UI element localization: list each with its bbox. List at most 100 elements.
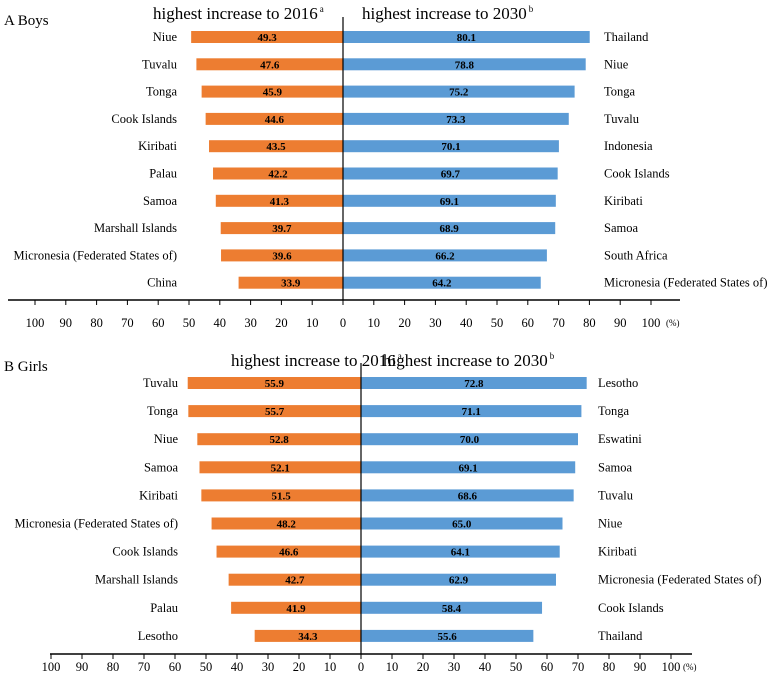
x-tick-label: 70 — [121, 316, 134, 330]
x-tick-label: 40 — [479, 660, 492, 674]
left-bar — [254, 629, 361, 642]
left-bar — [199, 461, 361, 474]
right-bar — [361, 489, 574, 502]
right-bar — [361, 629, 534, 642]
x-tick-label: 70 — [138, 660, 151, 674]
right-heading: highest increase to 2030 — [383, 351, 548, 370]
x-tick-label: 10 — [306, 316, 319, 330]
x-tick-label: 10 — [386, 660, 399, 674]
right-category-label: Samoa — [604, 221, 638, 235]
x-tick-label: 30 — [448, 660, 461, 674]
right-bar — [361, 377, 587, 389]
left-bar — [201, 489, 361, 502]
left-category-label: Niue — [153, 30, 178, 44]
x-tick-label: 100 — [642, 316, 661, 330]
x-tick-label: 60 — [152, 316, 165, 330]
right-bar — [361, 405, 582, 418]
left-category-label: Palau — [150, 601, 179, 615]
right-value-label: 75.2 — [449, 87, 469, 99]
right-category-label: Tonga — [598, 404, 630, 418]
right-category-label: Kiribati — [598, 545, 637, 559]
right-category-label: South Africa — [604, 248, 668, 262]
right-category-label: Tonga — [604, 85, 636, 99]
left-value-label: 55.7 — [265, 406, 285, 418]
x-tick-label: 90 — [634, 660, 647, 674]
left-bar — [215, 194, 343, 207]
right-value-label: 71.1 — [462, 406, 481, 418]
x-tick-label: 20 — [398, 316, 411, 330]
left-bar — [196, 58, 343, 71]
x-tick-label: 60 — [522, 316, 535, 330]
left-category-label: Tuvalu — [143, 376, 179, 390]
left-category-label: Tuvalu — [142, 57, 178, 71]
left-category-label: Niue — [154, 432, 179, 446]
left-category-label: Micronesia (Federated States of) — [15, 517, 178, 531]
x-tick-label: 90 — [614, 316, 627, 330]
left-category-label: Tonga — [146, 85, 178, 99]
left-heading-sup: a — [320, 4, 324, 14]
left-value-label: 46.6 — [279, 547, 299, 559]
right-value-label: 65.0 — [452, 519, 472, 531]
right-bar — [343, 276, 541, 289]
right-bar — [343, 222, 556, 235]
left-bar — [209, 140, 343, 153]
left-bar — [187, 377, 361, 389]
x-tick-label: 30 — [244, 316, 257, 330]
x-tick-label: 100 — [662, 660, 681, 674]
right-value-label: 69.1 — [440, 196, 459, 208]
x-tick-label: 90 — [60, 316, 73, 330]
left-bar — [188, 405, 361, 418]
right-bar — [361, 461, 576, 474]
left-value-label: 43.5 — [266, 141, 286, 153]
left-value-label: 47.6 — [260, 59, 280, 71]
right-value-label: 58.4 — [442, 603, 462, 615]
left-value-label: 52.1 — [271, 462, 290, 474]
left-value-label: 48.2 — [277, 519, 297, 531]
left-category-label: Kiribati — [138, 139, 177, 153]
right-bar — [361, 433, 578, 446]
x-tick-label: 70 — [572, 660, 585, 674]
left-category-label: Kiribati — [139, 488, 178, 502]
left-category-label: China — [147, 276, 177, 290]
right-bar — [343, 140, 559, 153]
right-bar — [361, 517, 563, 530]
x-tick-label: 60 — [541, 660, 554, 674]
right-value-label: 69.7 — [441, 169, 461, 181]
unit-label: (%) — [683, 662, 697, 672]
left-category-label: Marshall Islands — [94, 221, 177, 235]
x-tick-label: 70 — [552, 316, 565, 330]
right-bar — [343, 112, 569, 125]
left-heading-sup: a — [398, 351, 402, 361]
left-value-label: 41.3 — [270, 196, 290, 208]
x-tick-label: 30 — [429, 316, 442, 330]
x-tick-label: 40 — [214, 316, 227, 330]
x-tick-label: 50 — [200, 660, 213, 674]
right-category-label: Indonesia — [604, 139, 653, 153]
left-bar — [197, 433, 361, 446]
left-value-label: 45.9 — [263, 87, 283, 99]
left-value-label: 49.3 — [257, 32, 277, 44]
x-tick-label: 80 — [90, 316, 103, 330]
right-bar — [343, 58, 586, 71]
x-tick-label: 90 — [76, 660, 89, 674]
right-bar — [343, 167, 558, 180]
right-value-label: 68.9 — [439, 223, 459, 235]
unit-label: (%) — [666, 318, 680, 328]
left-bar — [211, 517, 361, 530]
right-value-label: 70.1 — [441, 141, 460, 153]
left-value-label: 52.8 — [270, 434, 290, 446]
left-bar — [213, 167, 343, 180]
left-bar — [205, 112, 343, 125]
right-category-label: Micronesia (Federated States of) — [604, 276, 767, 290]
right-value-label: 64.1 — [451, 547, 470, 559]
left-category-label: Micronesia (Federated States of) — [14, 248, 177, 262]
x-tick-label: 20 — [293, 660, 306, 674]
right-category-label: Thailand — [598, 629, 643, 643]
x-tick-label: 30 — [262, 660, 275, 674]
x-tick-label: 80 — [603, 660, 616, 674]
right-category-label: Tuvalu — [598, 488, 634, 502]
left-value-label: 39.6 — [272, 250, 292, 262]
right-heading: highest increase to 2030 — [362, 4, 527, 23]
x-tick-label: 0 — [358, 660, 364, 674]
